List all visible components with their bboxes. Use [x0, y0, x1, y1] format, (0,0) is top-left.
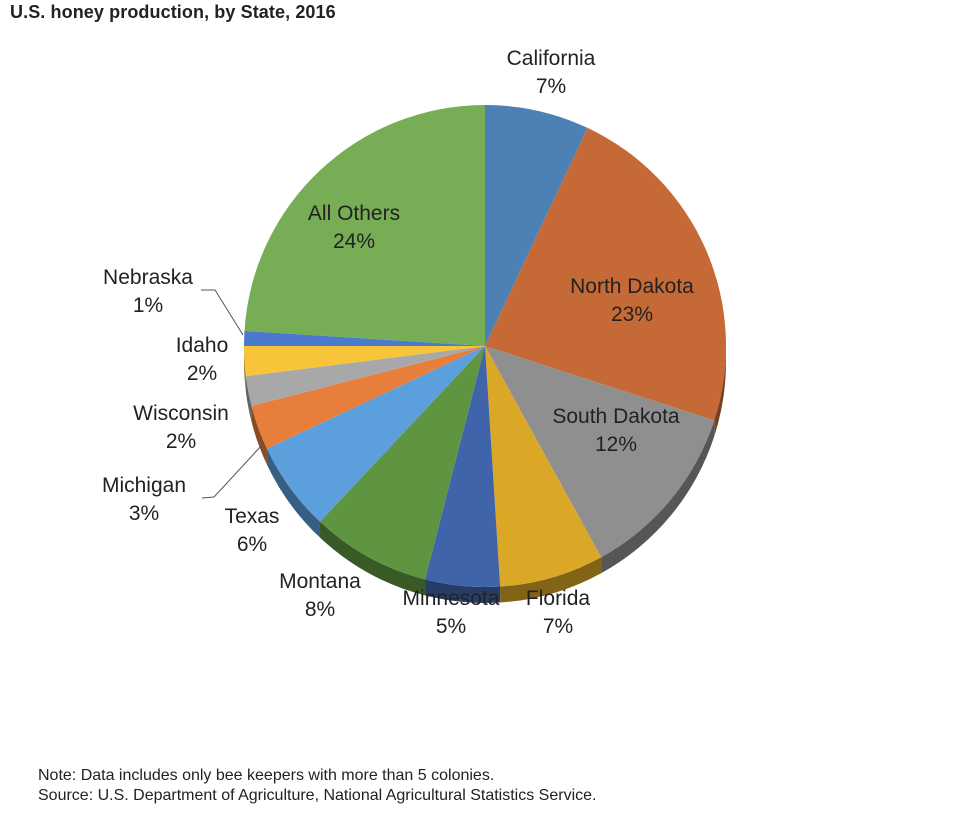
slice-montana [320, 346, 485, 580]
slice-label-minnesota: Minnesota [403, 587, 500, 610]
slice-side-idaho [244, 346, 246, 393]
slice-value-all-others: 24% [333, 230, 375, 253]
slice-label-california: California [507, 47, 596, 70]
chart-title: U.S. honey production, by State, 2016 [10, 2, 336, 22]
slice-texas [266, 346, 485, 522]
slice-south-dakota [485, 346, 715, 558]
slice-side-michigan [251, 405, 267, 465]
pie-depth [244, 346, 726, 603]
pie-leader-lines [201, 289, 263, 499]
source-text: Source: U.S. Department of Agriculture, … [38, 787, 597, 804]
slice-all-others [244, 105, 485, 346]
slice-side-minnesota [425, 579, 501, 603]
slice-label-montana: Montana [279, 570, 361, 593]
slice-side-texas [266, 448, 321, 538]
slice-idaho [244, 346, 485, 377]
slice-value-florida: 7% [543, 615, 573, 638]
slice-side-florida [500, 557, 602, 603]
slice-value-california: 7% [536, 75, 566, 98]
pie-labels: California 7% North Dakota 23% South Dakota 1… [102, 47, 694, 638]
leader-line-michigan [201, 444, 263, 499]
slice-label-michigan: Michigan [102, 474, 186, 497]
pie-slices [244, 105, 726, 587]
slice-label-all-others: All Others [308, 202, 400, 225]
slice-florida [485, 346, 602, 587]
slice-side-north-dakota [714, 346, 726, 437]
slice-value-idaho: 2% [187, 362, 217, 385]
slice-michigan [251, 346, 485, 449]
slice-value-michigan: 3% [129, 502, 159, 525]
slice-minnesota [425, 346, 501, 587]
slice-label-nebraska: Nebraska [103, 266, 193, 289]
slice-label-florida: Florida [526, 587, 591, 610]
slice-nebraska [244, 330, 485, 346]
slice-label-south-dakota: South Dakota [552, 405, 680, 428]
slice-side-south-dakota [601, 420, 715, 574]
slice-value-north-dakota: 23% [611, 303, 653, 326]
slice-label-texas: Texas [225, 505, 280, 528]
slice-north-dakota [485, 127, 726, 421]
slice-label-wisconsin: Wisconsin [133, 402, 229, 425]
note-text: Note: Data includes only bee keepers wit… [38, 767, 495, 784]
slice-value-nebraska: 1% [133, 294, 163, 317]
slice-label-north-dakota: North Dakota [570, 275, 694, 298]
slice-value-wisconsin: 2% [166, 430, 196, 453]
slice-label-idaho: Idaho [176, 334, 229, 357]
slice-value-south-dakota: 12% [595, 433, 637, 456]
slice-value-texas: 6% [237, 533, 267, 556]
slice-side-montana [320, 521, 426, 596]
slice-california [485, 105, 588, 346]
slice-wisconsin [245, 346, 485, 406]
slice-value-minnesota: 5% [436, 615, 466, 638]
footnotes: Note: Data includes only bee keepers wit… [38, 766, 596, 806]
slice-value-montana: 8% [305, 598, 335, 621]
slice-side-wisconsin [245, 376, 252, 422]
leader-line-nebraska [201, 289, 244, 336]
